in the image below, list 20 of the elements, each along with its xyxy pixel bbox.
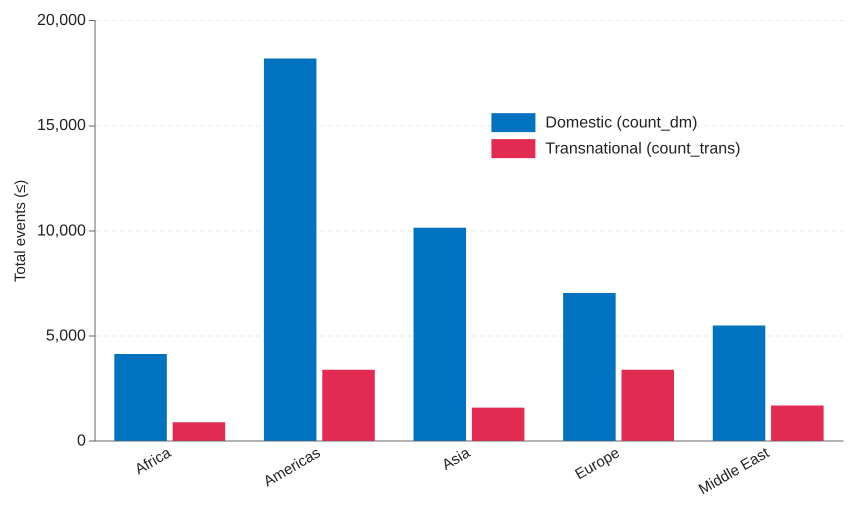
bar (472, 408, 524, 441)
y-tick-label: 10,000 (37, 222, 86, 240)
x-tick-label: Africa (132, 444, 174, 478)
bar (264, 58, 316, 441)
x-tick-label: Asia (439, 444, 474, 474)
bar (563, 292, 616, 441)
bar (712, 326, 766, 441)
bar (114, 354, 167, 441)
bar (414, 228, 466, 441)
y-tick-label: 0 (77, 432, 86, 450)
bar (322, 370, 375, 441)
legend-label: Domestic (count_dm) (545, 114, 698, 132)
bar (172, 422, 226, 441)
y-tick-label: 15,000 (37, 117, 86, 134)
y-tick-label: 5,000 (46, 327, 86, 344)
bar (771, 405, 824, 441)
legend-label: Transnational (count_trans) (545, 140, 740, 158)
bar (622, 370, 674, 441)
y-tick-label: 20,000 (37, 12, 86, 30)
y-axis-title: Total events (≤) (12, 180, 30, 282)
